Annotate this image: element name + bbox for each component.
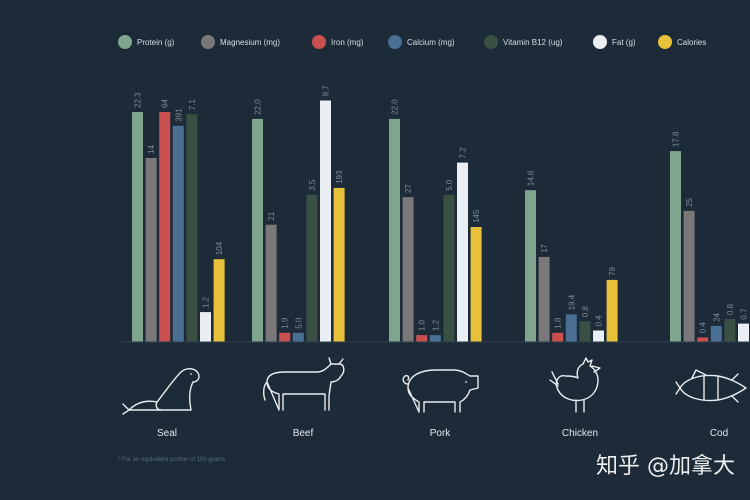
value-label-cod-fat-g: 0.7: [740, 308, 749, 320]
value-label-pork-calories: 145: [472, 209, 481, 223]
legend-label-iron-mg: Iron (mg): [331, 38, 364, 47]
value-label-beef-vitamin-b12-ug: 3.5: [308, 179, 317, 191]
bar-cod-fat-g: [738, 323, 749, 342]
bar-cod-calcium-mg: [710, 325, 722, 342]
legend-label-protein-g: Protein (g): [137, 38, 175, 47]
bar-seal-calcium-mg: [172, 125, 184, 342]
legend: Protein (g) Magnesium (mg) Iron (mg) Calciu…: [118, 35, 706, 49]
bar-cod-vitamin-b12-ug: [724, 319, 736, 342]
legend-label-magnesium-mg: Magnesium (mg): [220, 38, 280, 47]
legend-swatch-calories: [658, 35, 672, 49]
pig-icon: [402, 369, 479, 413]
bar-seal-calories: [213, 259, 225, 342]
category-label-pork: Pork: [430, 428, 452, 439]
value-label-seal-protein-g: 22.3: [134, 92, 143, 108]
value-label-seal-iron-mg: 64: [161, 99, 170, 108]
value-label-cod-magnesium-mg: 25: [685, 197, 694, 206]
value-label-chicken-magnesium-mg: 17: [540, 243, 549, 252]
legend-swatch-protein-g: [118, 35, 132, 49]
legend-swatch-iron-mg: [312, 35, 326, 49]
value-label-chicken-vitamin-b12-ug: 0.8: [581, 306, 590, 318]
bar-beef-fat-g: [320, 100, 331, 342]
bar-seal-fat-g: [200, 312, 211, 342]
bar-beef-magnesium-mg: [265, 224, 277, 342]
bar-chicken-calories: [606, 279, 618, 342]
bar-pork-protein-g: [389, 118, 400, 343]
value-label-pork-protein-g: 22.0: [391, 99, 400, 115]
bar-chicken-fat-g: [593, 330, 604, 342]
value-label-beef-protein-g: 22.0: [254, 99, 263, 115]
legend-label-vitamin-b12-ug: Vitamin B12 (ug): [503, 38, 563, 47]
bar-chicken-magnesium-mg: [538, 256, 550, 342]
value-label-seal-magnesium-mg: 14: [147, 145, 156, 154]
category-label-beef: Beef: [293, 428, 314, 439]
value-label-seal-fat-g: 1.2: [202, 296, 211, 308]
value-label-beef-calories: 193: [335, 170, 344, 184]
legend-swatch-fat-g: [593, 35, 607, 49]
bar-pork-fat-g: [457, 162, 468, 342]
value-label-chicken-calories: 79: [608, 266, 617, 275]
legend-swatch-vitamin-b12-ug: [484, 35, 498, 49]
value-label-seal-calories: 104: [215, 241, 224, 255]
bar-cod-magnesium-mg: [683, 210, 695, 342]
bar-beef-iron-mg: [279, 332, 291, 342]
value-label-pork-iron-mg: 1.0: [418, 319, 427, 331]
bar-seal-vitamin-b12-ug: [186, 114, 198, 342]
watermark: 知乎 @加拿大: [596, 454, 735, 479]
category-labels: Seal Beef Pork Chicken Cod: [157, 428, 728, 439]
value-label-chicken-iron-mg: 1.8: [554, 317, 563, 329]
value-label-pork-vitamin-b12-ug: 5.0: [445, 179, 454, 191]
value-label-beef-fat-g: 9.7: [322, 85, 331, 97]
value-label-chicken-fat-g: 0.4: [595, 315, 604, 327]
bar-chicken-protein-g: [525, 190, 536, 342]
bar-group: 22.3 14 64 391 7.1 1.2 104 22.0 21 1.9 5.0 3.5 9.7 19…: [132, 85, 749, 343]
value-label-pork-fat-g: 7.2: [459, 147, 468, 159]
bar-pork-iron-mg: [416, 335, 428, 342]
value-label-cod-vitamin-b12-ug: 0.8: [726, 303, 735, 315]
legend-label-fat-g: Fat (g): [612, 38, 636, 47]
value-label-cod-calcium-mg: 24: [712, 312, 721, 321]
bar-pork-calories: [470, 227, 482, 342]
value-label-beef-magnesium-mg: 21: [267, 211, 276, 220]
category-label-chicken: Chicken: [562, 428, 598, 439]
bar-beef-vitamin-b12-ug: [306, 194, 318, 342]
bar-cod-protein-g: [670, 151, 681, 342]
legend-label-calories: Calories: [677, 38, 706, 47]
value-label-cod-protein-g: 17.8: [672, 131, 681, 147]
value-label-seal-vitamin-b12-ug: 7.1: [188, 99, 197, 111]
bar-chicken-iron-mg: [552, 332, 564, 342]
value-label-pork-calcium-mg: 1.2: [431, 319, 440, 331]
value-label-cod-iron-mg: 0.4: [699, 322, 708, 334]
bar-beef-protein-g: [252, 118, 263, 343]
legend-swatch-calcium-mg: [388, 35, 402, 49]
category-label-cod: Cod: [710, 428, 728, 439]
seal-icon: [122, 368, 200, 415]
legend-swatch-magnesium-mg: [201, 35, 215, 49]
value-label-beef-calcium-mg: 5.0: [294, 317, 303, 329]
category-label-seal: Seal: [157, 428, 177, 439]
bar-seal-magnesium-mg: [145, 158, 157, 342]
bar-chicken-calcium-mg: [565, 314, 577, 342]
legend-label-calcium-mg: Calcium (mg): [407, 38, 455, 47]
bar-beef-calories: [333, 187, 345, 342]
bar-cod-iron-mg: [697, 337, 709, 342]
value-label-chicken-protein-g: 14.6: [527, 170, 536, 186]
footnote: * For an equivalent portion of 100 grams: [118, 457, 226, 463]
bar-beef-calcium-mg: [292, 332, 304, 342]
bar-seal-iron-mg: [159, 112, 171, 342]
bar-pork-calcium-mg: [429, 335, 441, 342]
bar-pork-vitamin-b12-ug: [443, 194, 455, 342]
value-label-chicken-calcium-mg: 19.4: [567, 294, 576, 310]
fish-icon: [675, 369, 747, 403]
bar-pork-magnesium-mg: [402, 197, 414, 342]
value-label-seal-calcium-mg: 391: [174, 108, 183, 122]
bar-seal-protein-g: [132, 112, 143, 342]
bar-chicken-vitamin-b12-ug: [579, 321, 591, 342]
chicken-icon: [549, 357, 601, 413]
animal-icons: [122, 357, 747, 415]
cow-icon: [262, 357, 345, 411]
value-label-pork-magnesium-mg: 27: [404, 184, 413, 193]
value-label-beef-iron-mg: 1.9: [281, 317, 290, 329]
